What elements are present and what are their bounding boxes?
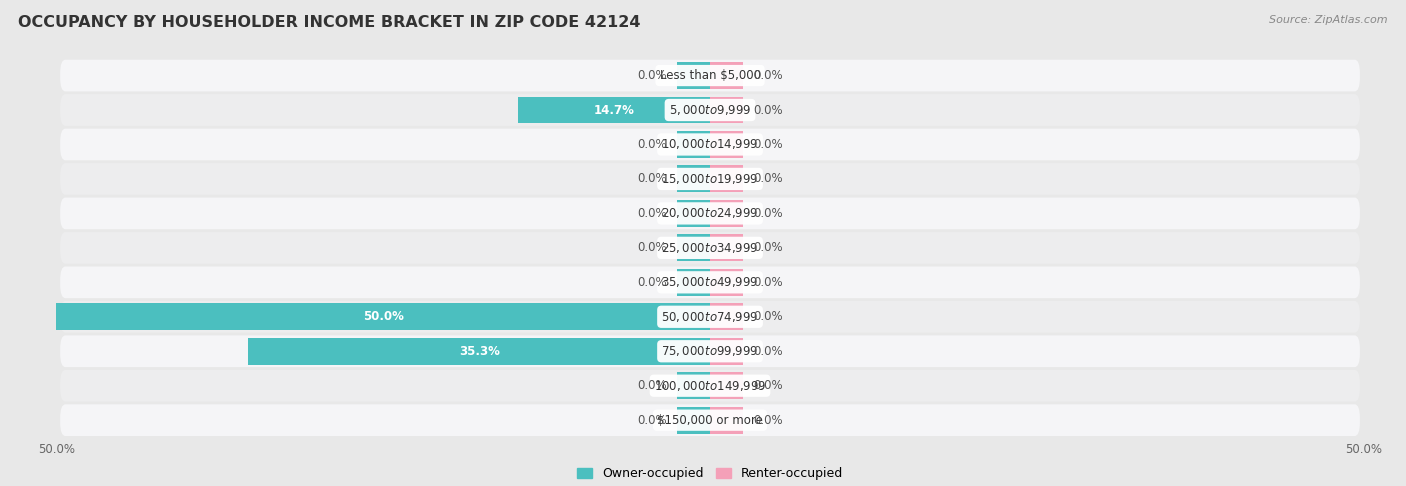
Text: 0.0%: 0.0% <box>754 276 783 289</box>
Bar <box>710 166 742 192</box>
Bar <box>710 372 742 399</box>
Text: 0.0%: 0.0% <box>754 138 783 151</box>
Bar <box>678 200 710 227</box>
Text: 35.3%: 35.3% <box>458 345 499 358</box>
Text: $5,000 to $9,999: $5,000 to $9,999 <box>669 103 751 117</box>
FancyBboxPatch shape <box>60 129 1360 160</box>
FancyBboxPatch shape <box>60 232 1360 264</box>
Text: 0.0%: 0.0% <box>637 242 666 254</box>
FancyBboxPatch shape <box>60 335 1360 367</box>
Text: 0.0%: 0.0% <box>754 69 783 82</box>
Bar <box>678 62 710 89</box>
Text: Less than $5,000: Less than $5,000 <box>659 69 761 82</box>
Bar <box>678 269 710 296</box>
FancyBboxPatch shape <box>60 197 1360 229</box>
Text: $35,000 to $49,999: $35,000 to $49,999 <box>661 276 759 289</box>
Text: $75,000 to $99,999: $75,000 to $99,999 <box>661 344 759 358</box>
FancyBboxPatch shape <box>60 266 1360 298</box>
Text: 0.0%: 0.0% <box>637 173 666 186</box>
Text: 0.0%: 0.0% <box>637 69 666 82</box>
Bar <box>710 338 742 364</box>
Bar <box>678 131 710 158</box>
Text: Source: ZipAtlas.com: Source: ZipAtlas.com <box>1270 15 1388 25</box>
Text: 0.0%: 0.0% <box>754 207 783 220</box>
Text: 0.0%: 0.0% <box>637 138 666 151</box>
Text: OCCUPANCY BY HOUSEHOLDER INCOME BRACKET IN ZIP CODE 42124: OCCUPANCY BY HOUSEHOLDER INCOME BRACKET … <box>18 15 641 30</box>
Bar <box>678 407 710 434</box>
Text: 0.0%: 0.0% <box>754 310 783 323</box>
Text: $15,000 to $19,999: $15,000 to $19,999 <box>661 172 759 186</box>
FancyBboxPatch shape <box>60 94 1360 126</box>
Bar <box>710 62 742 89</box>
Bar <box>56 303 710 330</box>
Bar <box>517 97 710 123</box>
Text: $150,000 or more: $150,000 or more <box>657 414 763 427</box>
FancyBboxPatch shape <box>60 404 1360 436</box>
FancyBboxPatch shape <box>60 370 1360 401</box>
FancyBboxPatch shape <box>60 301 1360 332</box>
Bar <box>710 97 742 123</box>
Text: 14.7%: 14.7% <box>593 104 634 117</box>
Text: 0.0%: 0.0% <box>637 414 666 427</box>
Bar <box>710 303 742 330</box>
Text: 0.0%: 0.0% <box>637 207 666 220</box>
Text: 0.0%: 0.0% <box>637 379 666 392</box>
Bar <box>710 407 742 434</box>
Text: 0.0%: 0.0% <box>754 242 783 254</box>
Text: 0.0%: 0.0% <box>754 379 783 392</box>
Bar <box>710 131 742 158</box>
Bar <box>710 200 742 227</box>
Text: $25,000 to $34,999: $25,000 to $34,999 <box>661 241 759 255</box>
Text: 0.0%: 0.0% <box>754 414 783 427</box>
FancyBboxPatch shape <box>60 163 1360 195</box>
Bar <box>710 234 742 261</box>
Text: $50,000 to $74,999: $50,000 to $74,999 <box>661 310 759 324</box>
FancyBboxPatch shape <box>60 60 1360 91</box>
Text: $20,000 to $24,999: $20,000 to $24,999 <box>661 207 759 220</box>
Bar <box>678 166 710 192</box>
Bar <box>678 372 710 399</box>
Bar <box>678 234 710 261</box>
Text: 50.0%: 50.0% <box>363 310 404 323</box>
Text: $10,000 to $14,999: $10,000 to $14,999 <box>661 138 759 152</box>
Text: 0.0%: 0.0% <box>637 276 666 289</box>
Bar <box>249 338 710 364</box>
Text: $100,000 to $149,999: $100,000 to $149,999 <box>654 379 766 393</box>
Text: 0.0%: 0.0% <box>754 173 783 186</box>
Text: 0.0%: 0.0% <box>754 104 783 117</box>
Text: 0.0%: 0.0% <box>754 345 783 358</box>
Bar <box>710 269 742 296</box>
Legend: Owner-occupied, Renter-occupied: Owner-occupied, Renter-occupied <box>576 468 844 481</box>
